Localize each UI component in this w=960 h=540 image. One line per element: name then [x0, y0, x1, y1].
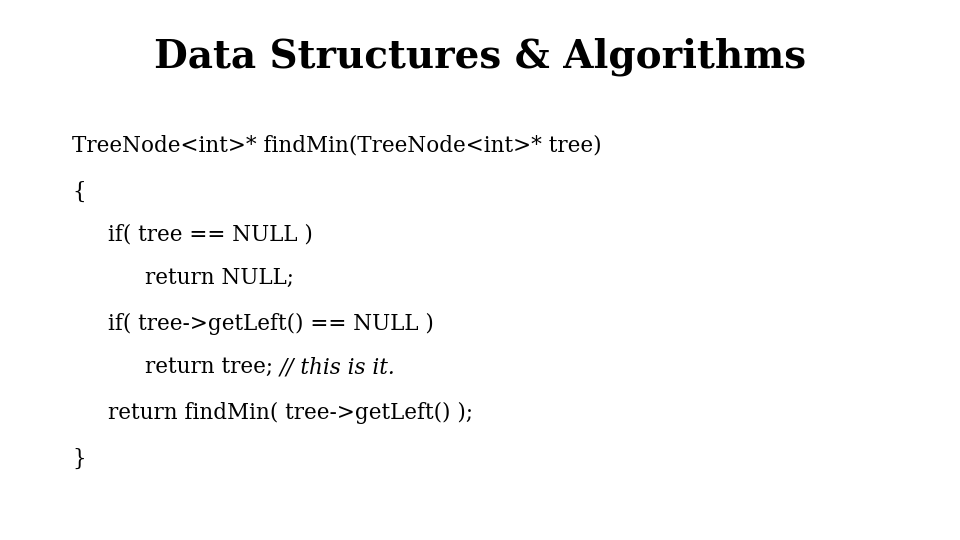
Text: Data Structures & Algorithms: Data Structures & Algorithms	[154, 37, 806, 76]
Text: return tree;: return tree;	[145, 356, 279, 378]
Text: return NULL;: return NULL;	[145, 267, 294, 289]
Text: if( tree->getLeft() == NULL ): if( tree->getLeft() == NULL )	[108, 313, 434, 335]
Text: if( tree == NULL ): if( tree == NULL )	[108, 224, 313, 246]
Text: TreeNode<int>* findMin(TreeNode<int>* tree): TreeNode<int>* findMin(TreeNode<int>* tr…	[72, 135, 602, 157]
Text: {: {	[72, 181, 85, 202]
Text: // this is it.: // this is it.	[279, 356, 396, 378]
Text: return findMin( tree->getLeft() );: return findMin( tree->getLeft() );	[108, 402, 473, 424]
Text: }: }	[72, 448, 85, 470]
